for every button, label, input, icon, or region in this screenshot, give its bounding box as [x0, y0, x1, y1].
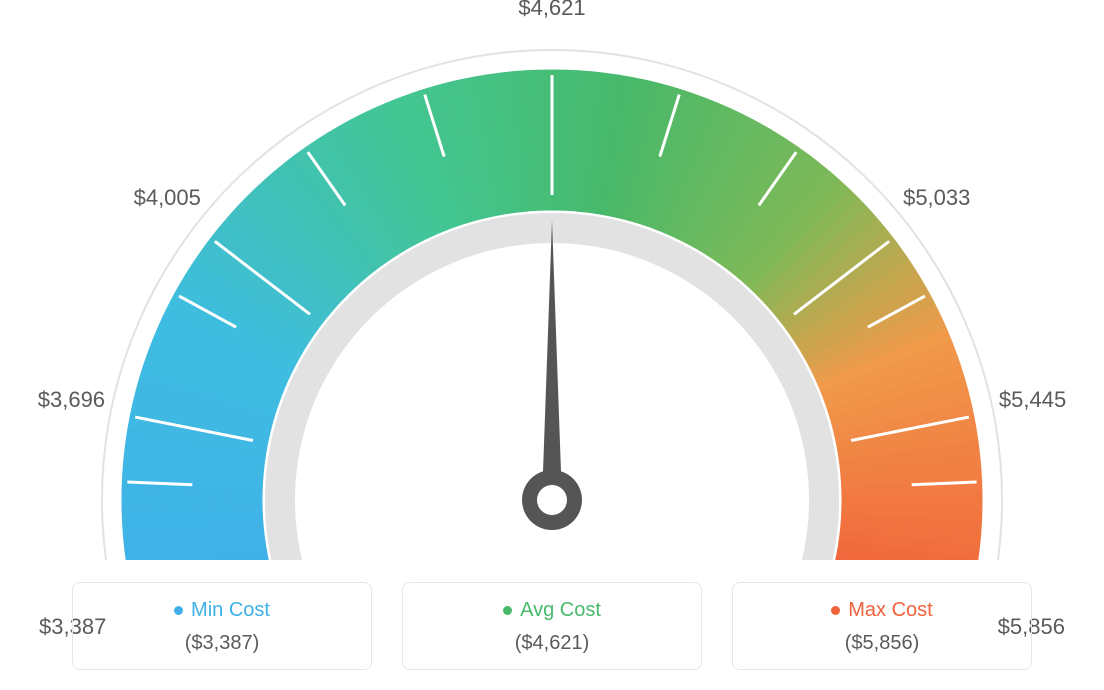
gauge-tick-label: $3,696 — [38, 387, 105, 413]
legend-card-avg: Avg Cost ($4,621) — [402, 582, 702, 670]
gauge-tick-label: $5,445 — [999, 387, 1066, 413]
gauge-tick-label: $4,621 — [518, 0, 585, 21]
legend-min-title: Min Cost — [174, 599, 270, 622]
legend-min-dot — [174, 606, 183, 615]
legend-avg-value: ($4,621) — [413, 632, 691, 655]
legend-avg-title: Avg Cost — [503, 599, 601, 622]
gauge-chart: $3,387$3,696$4,005$4,621$5,033$5,445$5,8… — [0, 0, 1104, 560]
legend-min-value: ($3,387) — [83, 632, 361, 655]
legend-max-value: ($5,856) — [743, 632, 1021, 655]
legend-max-title-text: Max Cost — [848, 599, 932, 622]
legend-min-title-text: Min Cost — [191, 599, 270, 622]
legend-avg-dot — [503, 606, 512, 615]
legend-row: Min Cost ($3,387) Avg Cost ($4,621) Max … — [0, 582, 1104, 670]
gauge-svg — [0, 0, 1104, 560]
legend-max-title: Max Cost — [831, 599, 932, 622]
legend-max-dot — [831, 606, 840, 615]
legend-card-max: Max Cost ($5,856) — [732, 582, 1032, 670]
gauge-tick-label: $4,005 — [134, 185, 201, 211]
legend-avg-title-text: Avg Cost — [520, 599, 601, 622]
gauge-tick-label: $5,033 — [903, 185, 970, 211]
legend-card-min: Min Cost ($3,387) — [72, 582, 372, 670]
